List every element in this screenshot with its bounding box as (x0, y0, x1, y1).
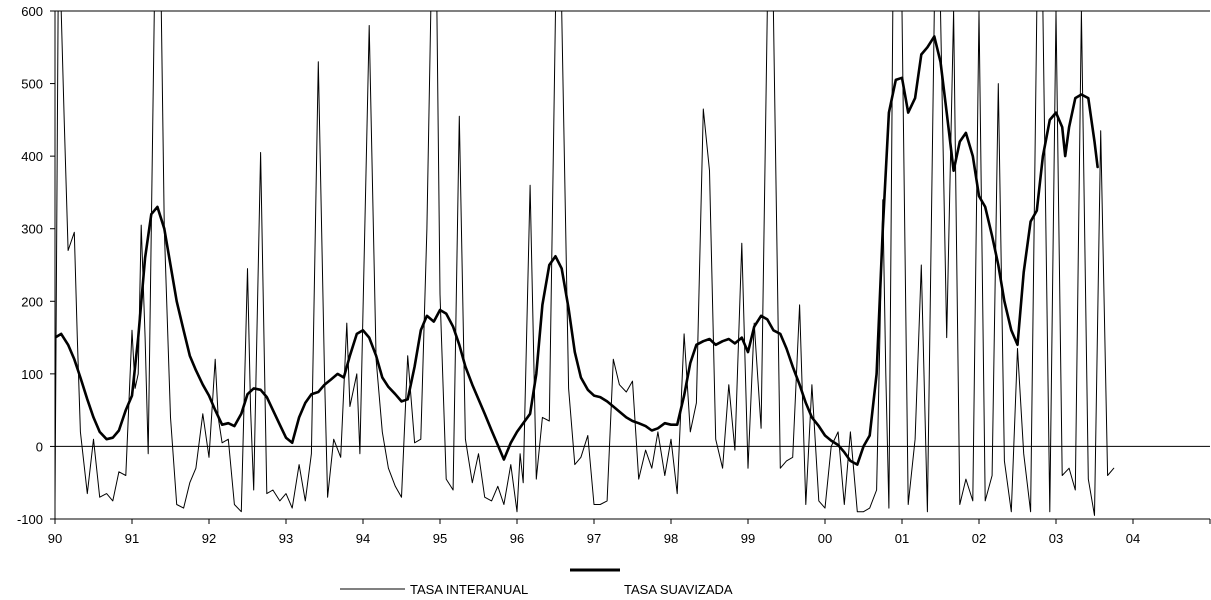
x-tick-label: 03 (1049, 531, 1063, 546)
y-tick-label: 0 (36, 439, 43, 454)
y-tick-label: 300 (21, 222, 43, 237)
x-tick-label: 96 (510, 531, 524, 546)
y-tick-label: 200 (21, 294, 43, 309)
legend-label-tasa-suavizada: TASA SUAVIZADA (624, 582, 733, 597)
series-line-tasa-suavizada (55, 35, 1099, 466)
x-tick-label: 95 (433, 531, 447, 546)
y-axis-ticks: -100 0 100 200 300 400 500 600 (17, 4, 55, 527)
y-tick-label: 500 (21, 77, 43, 92)
x-tick-label: 90 (48, 531, 62, 546)
y-tick-label: 600 (21, 4, 43, 19)
x-tick-label: 99 (741, 531, 755, 546)
x-tick-label: 91 (125, 531, 139, 546)
x-tick-label: 01 (895, 531, 909, 546)
x-tick-label: 94 (356, 531, 370, 546)
x-tick-label: 97 (587, 531, 601, 546)
series-group (55, 11, 1115, 516)
legend: TASA INTERANUAL TASA SUAVIZADA (340, 568, 733, 597)
x-axis-ticks: 90 91 92 93 94 95 96 97 98 99 00 01 02 03 04 (48, 519, 1211, 546)
x-tick-label: 00 (818, 531, 832, 546)
x-tick-label: 93 (279, 531, 293, 546)
y-tick-label: 100 (21, 367, 43, 382)
y-tick-label: -100 (17, 512, 43, 527)
legend-label-tasa-interanual: TASA INTERANUAL (410, 582, 528, 597)
y-tick-label: 400 (21, 149, 43, 164)
x-tick-label: 02 (972, 531, 986, 546)
x-tick-label: 92 (202, 531, 216, 546)
x-tick-label: 04 (1126, 531, 1140, 546)
series-line-tasa-interanual (55, 11, 1115, 516)
x-tick-label: 98 (664, 531, 678, 546)
